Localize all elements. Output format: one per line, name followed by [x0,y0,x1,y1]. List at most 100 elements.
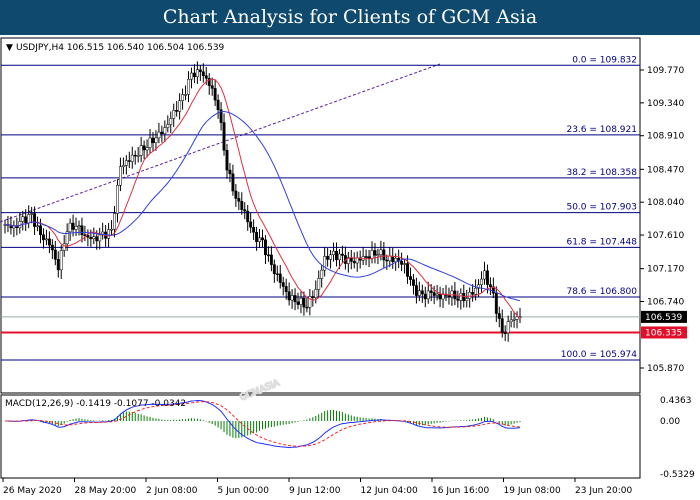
candle [296,301,300,305]
price-tick-label: 108.040 [647,198,684,208]
candle [261,237,264,241]
candle [462,293,466,301]
candle [234,190,238,199]
macd-line [4,400,521,449]
fib-label: 61.8 = 107.448 [566,237,637,247]
candle [311,296,315,298]
slow-ma-line [4,111,521,302]
candle [329,254,333,260]
candle [130,154,134,162]
candle [133,154,137,157]
macd-pane [0,394,641,479]
candle [275,273,279,275]
time-tick-label: 12 Jun 04:00 [361,486,418,496]
candle [166,124,170,128]
candle [136,155,140,157]
candle [181,94,185,101]
candle [33,213,37,227]
candle [127,160,131,162]
candle [204,75,208,79]
candle [456,298,460,301]
candle [169,118,173,125]
candle [80,225,84,236]
candle [379,249,383,256]
trendline [0,63,441,223]
candle [509,319,513,323]
candle [210,85,214,89]
candle [414,285,418,296]
candle [110,228,114,231]
candle [269,254,273,265]
triangle-icon: ▼ [6,43,13,53]
candle [207,78,211,86]
time-tick-label: 28 May 20:00 [75,486,137,496]
candle [86,234,90,238]
page-title: Chart Analysis for Clients of GCM Asia [0,0,700,35]
candle [228,169,232,175]
price-chart[interactable]: GCMASIA ▼ USDJPY,H4 106.515 106.540 106.50… [0,35,700,500]
time-tick-label: 23 Jun 20:00 [575,486,632,496]
candle [429,290,433,293]
candle [160,131,164,134]
candle [184,94,187,96]
candle [222,122,226,151]
candle [391,255,395,262]
candle [95,236,99,242]
candle [98,234,102,242]
price-tick-label: 109.340 [647,99,684,109]
candle [494,292,498,314]
candle [178,100,182,112]
candle [500,318,504,333]
candle [394,258,398,262]
candle [497,313,501,319]
macd-tick-label: 0.00 [660,417,680,427]
candle [101,231,105,236]
candle [39,225,42,236]
candle [417,290,421,296]
candle [385,259,389,262]
candle [74,226,78,230]
support-badge [641,326,687,339]
time-tick-label: 16 Jun 16:00 [432,486,489,496]
watermark: GCMASIA [239,378,282,403]
time-tick-label: 19 Jun 08:00 [504,486,561,496]
candle [151,137,155,144]
price-tick-label: 109.770 [647,66,684,76]
candle [89,236,93,240]
candle [258,237,261,242]
candle [198,69,202,73]
candle [426,290,430,300]
candle [192,72,196,78]
candle [352,261,356,264]
candle [483,270,486,280]
candle [332,250,335,255]
candle [406,263,409,277]
candle [116,185,119,214]
candle [50,244,54,251]
candle [370,250,374,259]
candle [346,257,350,264]
candle [56,259,60,271]
candle [308,296,312,308]
candle [36,225,40,228]
candle [459,293,463,301]
candle [474,287,478,295]
candle [175,109,179,112]
candle [240,201,244,210]
candle [44,238,48,241]
candle [107,229,111,239]
fib-label: 100.0 = 105.974 [561,350,638,360]
time-tick-label: 9 Jun 12:00 [289,486,341,496]
candle [24,216,28,224]
candle [113,213,116,230]
candle [121,165,125,167]
fib-label: 78.6 = 106.800 [566,287,637,297]
time-tick-label: 26 May 2020 [3,486,62,496]
candle [302,297,306,308]
fast-ma-line [4,78,521,319]
candle [92,236,96,240]
current-price-badge [641,310,687,323]
candle [438,293,442,300]
candle [213,88,217,101]
candle [62,243,66,251]
